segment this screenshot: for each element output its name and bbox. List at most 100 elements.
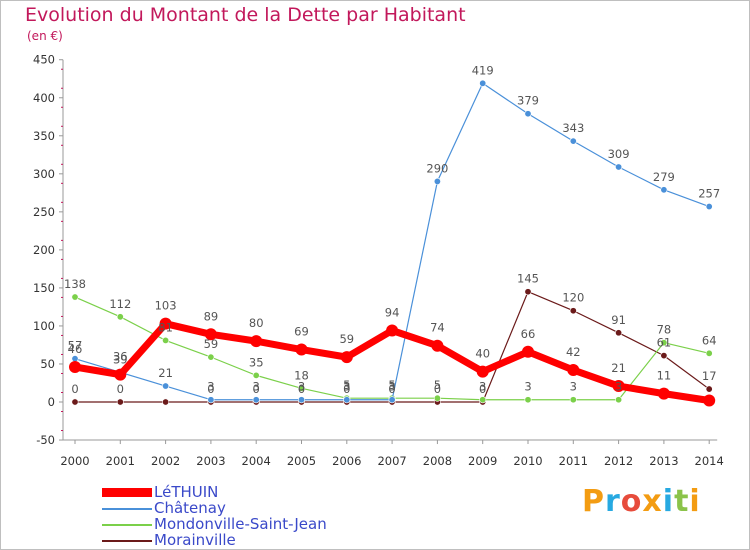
x-tick-label: 2006 — [332, 454, 361, 468]
logo-letter: o — [620, 484, 643, 519]
legend-swatch — [102, 540, 152, 542]
data-point — [612, 380, 625, 393]
chart-title: Evolution du Montant de la Dette par Hab… — [25, 4, 466, 26]
data-point — [162, 382, 170, 390]
data-label: 0 — [117, 382, 124, 396]
x-tick-label: 2000 — [60, 454, 89, 468]
series-layer — [69, 79, 716, 407]
data-point — [386, 324, 399, 337]
data-point — [433, 177, 441, 185]
y-tick-label: 50 — [40, 357, 55, 371]
data-label: 103 — [155, 299, 177, 313]
data-label: 59 — [204, 337, 219, 351]
data-label: 279 — [653, 170, 675, 184]
data-label: 0 — [207, 382, 214, 396]
data-point — [297, 396, 305, 404]
y-tick-label: 300 — [33, 167, 55, 181]
data-label: 18 — [294, 368, 309, 382]
legend-swatch — [102, 524, 152, 526]
x-tick-label: 2002 — [151, 454, 180, 468]
y-tick-label: 100 — [33, 319, 55, 333]
data-point — [71, 293, 79, 301]
data-label: 309 — [608, 147, 630, 161]
data-point — [116, 313, 124, 321]
data-label: 3 — [207, 380, 214, 394]
data-point — [615, 329, 623, 337]
data-label: 0 — [388, 382, 395, 396]
logo-letter: i — [689, 484, 701, 519]
data-label: 3 — [343, 380, 350, 394]
x-tick-label: 2005 — [287, 454, 316, 468]
data-label: 5 — [434, 378, 441, 392]
data-label: 11 — [657, 369, 672, 383]
data-point — [71, 398, 79, 406]
data-point — [705, 349, 713, 357]
data-point — [615, 396, 623, 404]
data-label: 0 — [343, 382, 350, 396]
x-tick-label: 2008 — [423, 454, 452, 468]
data-point — [162, 398, 170, 406]
data-label: 112 — [109, 297, 131, 311]
y-tick-label: -50 — [36, 433, 55, 447]
data-point — [295, 343, 308, 356]
data-label: 0 — [298, 382, 305, 396]
data-point — [657, 387, 670, 400]
data-point — [524, 110, 532, 118]
data-label: 0 — [71, 382, 78, 396]
y-tick-label: 0 — [48, 395, 55, 409]
y-tick-label: 400 — [33, 91, 55, 105]
x-tick-label: 2012 — [604, 454, 633, 468]
data-label: 40 — [475, 347, 490, 361]
data-point — [479, 79, 487, 87]
series-line-1 — [74, 82, 710, 401]
data-label: 17 — [702, 369, 717, 383]
x-tick-label: 2001 — [106, 454, 135, 468]
x-tick-label: 2007 — [377, 454, 406, 468]
data-point — [569, 137, 577, 145]
data-point — [340, 351, 353, 364]
data-point — [476, 365, 489, 378]
data-label: 145 — [517, 272, 539, 286]
data-point — [660, 352, 668, 360]
data-point — [705, 203, 713, 211]
data-point — [252, 396, 260, 404]
proxiti-logo: Proxiti — [582, 484, 701, 519]
data-point — [660, 186, 668, 194]
data-point — [703, 394, 716, 407]
data-label: 290 — [426, 161, 448, 175]
data-point — [162, 336, 170, 344]
x-tick-label: 2010 — [513, 454, 542, 468]
data-label: 59 — [339, 332, 354, 346]
data-label: 5 — [343, 378, 350, 392]
data-point — [433, 394, 441, 402]
data-point — [207, 396, 215, 404]
x-tick-label: 2003 — [196, 454, 225, 468]
data-label: 3 — [253, 380, 260, 394]
x-tick-label: 2013 — [649, 454, 678, 468]
y-tick-label: 350 — [33, 129, 55, 143]
logo-letter: x — [642, 484, 663, 519]
legend-swatch — [102, 508, 152, 510]
data-label: 379 — [517, 94, 539, 108]
data-label: 46 — [68, 342, 83, 356]
data-point — [116, 398, 124, 406]
logo-letter: r — [605, 484, 621, 519]
data-point — [69, 361, 81, 374]
data-point — [207, 353, 215, 361]
data-point — [569, 396, 577, 404]
legend-swatch — [102, 488, 152, 497]
data-point — [522, 345, 534, 358]
data-label: 0 — [253, 382, 260, 396]
data-label: 81 — [158, 320, 173, 334]
data-point — [615, 163, 623, 171]
data-point — [524, 396, 532, 404]
data-point — [204, 328, 217, 341]
x-tick-label: 2004 — [242, 454, 271, 468]
data-label: 61 — [657, 336, 672, 350]
data-label: 66 — [521, 327, 536, 341]
data-point — [660, 339, 668, 347]
logo-letter: t — [674, 484, 690, 519]
data-label: 343 — [562, 121, 584, 135]
